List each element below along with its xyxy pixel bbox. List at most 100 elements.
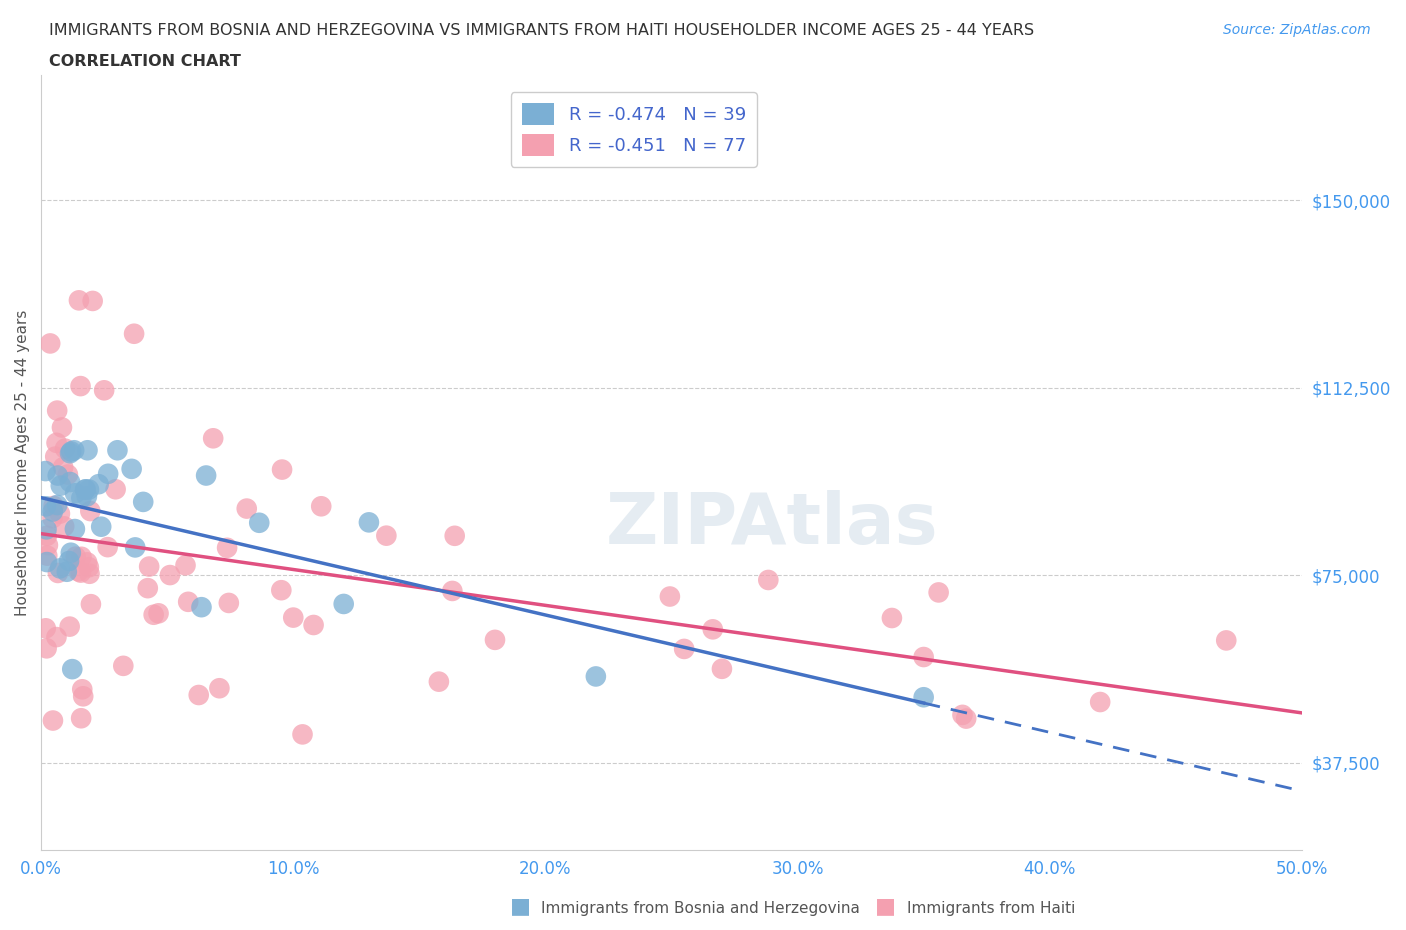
Point — [70, 550, 93, 565]
Point — [35, 522, 58, 537]
Point — [73, 483, 96, 498]
Point — [138, 559, 160, 574]
Point — [112, 658, 135, 673]
Point — [1215, 633, 1237, 648]
Point — [53, 519, 76, 534]
Point — [585, 669, 607, 684]
Point — [79, 504, 101, 519]
Point — [93, 383, 115, 398]
Point — [35, 554, 58, 569]
Text: ■: ■ — [510, 896, 530, 916]
Point — [46, 468, 69, 483]
Point — [142, 607, 165, 622]
Point — [60, 662, 83, 677]
Point — [35, 528, 58, 543]
Point — [332, 596, 354, 611]
Point — [673, 642, 696, 657]
Point — [136, 580, 159, 595]
Point — [90, 519, 112, 534]
Point — [49, 478, 72, 493]
Point — [190, 600, 212, 615]
Point — [35, 498, 58, 513]
Point — [46, 565, 69, 580]
Point — [37, 548, 59, 563]
Point — [218, 595, 240, 610]
Point — [34, 464, 56, 479]
Point — [70, 711, 93, 725]
Point — [952, 708, 974, 723]
Point — [46, 498, 69, 512]
Text: Immigrants from Haiti: Immigrants from Haiti — [907, 901, 1076, 916]
Point — [427, 674, 450, 689]
Point — [65, 550, 87, 565]
Point — [45, 435, 67, 450]
Point — [77, 560, 100, 575]
Legend: R = -0.474   N = 39, R = -0.451   N = 77: R = -0.474 N = 39, R = -0.451 N = 77 — [510, 92, 756, 167]
Point — [58, 553, 80, 568]
Point — [77, 482, 100, 497]
Point — [63, 522, 86, 537]
Point — [912, 690, 935, 705]
Point — [104, 482, 127, 497]
Point — [72, 682, 94, 697]
Point — [70, 491, 93, 506]
Point — [60, 444, 83, 458]
Point — [107, 443, 129, 458]
Text: ZIPAtlas: ZIPAtlas — [606, 490, 939, 559]
Point — [44, 449, 66, 464]
Point — [49, 561, 72, 576]
Point — [51, 420, 73, 435]
Point — [97, 466, 120, 481]
Point — [59, 445, 82, 460]
Point — [56, 565, 79, 579]
Point — [174, 558, 197, 573]
Point — [756, 573, 779, 588]
Point — [375, 528, 398, 543]
Point — [97, 539, 120, 554]
Point — [928, 585, 950, 600]
Point — [208, 681, 231, 696]
Point — [443, 528, 465, 543]
Point — [59, 619, 82, 634]
Point — [82, 294, 104, 309]
Point — [59, 474, 82, 489]
Point — [283, 610, 305, 625]
Point — [217, 540, 239, 555]
Point — [235, 501, 257, 516]
Point — [912, 649, 935, 664]
Point — [357, 515, 380, 530]
Point — [270, 583, 292, 598]
Point — [309, 498, 332, 513]
Point — [148, 605, 170, 620]
Point — [69, 565, 91, 580]
Point — [69, 379, 91, 393]
Point — [441, 583, 464, 598]
Point — [35, 641, 58, 656]
Point — [658, 589, 681, 604]
Point — [1088, 695, 1111, 710]
Point — [56, 467, 79, 482]
Text: Source: ZipAtlas.com: Source: ZipAtlas.com — [1223, 23, 1371, 37]
Point — [42, 713, 65, 728]
Point — [35, 621, 58, 636]
Point — [41, 511, 63, 525]
Point — [484, 632, 506, 647]
Point — [59, 545, 82, 560]
Point — [177, 594, 200, 609]
Point — [42, 504, 65, 519]
Point — [39, 336, 62, 351]
Point — [46, 404, 69, 418]
Point — [76, 555, 98, 570]
Point — [710, 661, 733, 676]
Point — [67, 293, 90, 308]
Point — [121, 461, 143, 476]
Point — [79, 566, 101, 581]
Point — [49, 506, 72, 521]
Point — [80, 597, 103, 612]
Point — [955, 711, 977, 726]
Point — [271, 462, 294, 477]
Point — [76, 443, 98, 458]
Point — [45, 630, 67, 644]
Point — [195, 468, 218, 483]
Point — [247, 515, 270, 530]
